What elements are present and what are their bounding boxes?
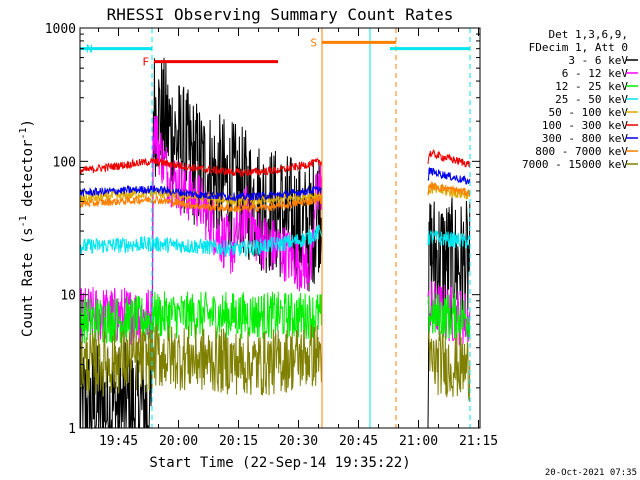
x-tick-label-5: 21:00 — [399, 434, 438, 449]
y-axis-label: Count Rate (s-1 detector-1) — [18, 119, 36, 337]
series-line-3-seg-1 — [427, 229, 471, 249]
legend-label-6: 300 - 800 keV — [542, 132, 628, 145]
x-tick-label-4: 20:45 — [339, 434, 378, 449]
series-line-3-seg-0 — [80, 224, 323, 258]
legend-label-7: 800 - 7000 keV — [535, 145, 628, 158]
legend-label-1: 6 - 12 keV — [562, 67, 629, 80]
series-line-6-seg-1 — [427, 167, 471, 185]
series-line-7-seg-0 — [79, 195, 323, 213]
x-axis-label: Start Time (22-Sep-14 19:35:22) — [149, 455, 410, 471]
series-line-6-seg-0 — [79, 184, 323, 202]
chart-title: RHESSI Observing Summary Count Rates — [107, 5, 454, 24]
legend-label-0: 3 - 6 keV — [568, 54, 628, 67]
legend-label-5: 100 - 300 keV — [542, 119, 628, 132]
plot-area: N F S — [79, 28, 471, 430]
series-line-7-seg-1 — [427, 180, 471, 197]
y-tick-label-1: 10 — [60, 289, 76, 304]
legend-label-2: 12 - 25 keV — [555, 80, 628, 93]
series-line-2-seg-1 — [427, 292, 471, 341]
axes: 19:45 20:00 20:15 20:30 20:45 21:00 21:15 1 10 10… — [45, 22, 498, 449]
series-line-2-seg-0 — [79, 291, 323, 344]
x-tick-label-2: 20:15 — [219, 434, 258, 449]
y-tick-label-2: 100 — [53, 155, 76, 170]
x-tick-label-3: 20:30 — [279, 434, 318, 449]
legend-label-4: 50 - 100 keV — [549, 106, 629, 119]
legend-label-3: 25 - 50 keV — [555, 93, 628, 106]
legend-header-1: FDecim 1, Att 0 — [529, 41, 628, 54]
series-line-5-seg-1 — [427, 148, 471, 168]
x-tick-label-0: 19:45 — [99, 434, 138, 449]
series-line-0-seg-1 — [427, 195, 471, 429]
legend-header-0: Det 1,3,6,9, — [549, 28, 628, 41]
flag-label-S: S — [310, 36, 317, 49]
plot-frame — [79, 27, 481, 429]
series-line-8-seg-1 — [427, 330, 471, 402]
flag-label-F: F — [142, 56, 149, 69]
series-line-8-seg-0 — [79, 324, 323, 396]
y-tick-label-3: 1000 — [45, 22, 76, 37]
x-tick-label-1: 20:00 — [159, 434, 198, 449]
y-tick-label-0: 1 — [68, 422, 76, 437]
series-line-5-seg-0 — [79, 156, 323, 177]
generation-timestamp: 20-Oct-2021 07:35 — [545, 468, 637, 478]
x-tick-label-6: 21:15 — [459, 434, 498, 449]
legend-label-8: 7000 - 15000 keV — [522, 158, 628, 171]
flag-label-N: N — [86, 43, 93, 56]
